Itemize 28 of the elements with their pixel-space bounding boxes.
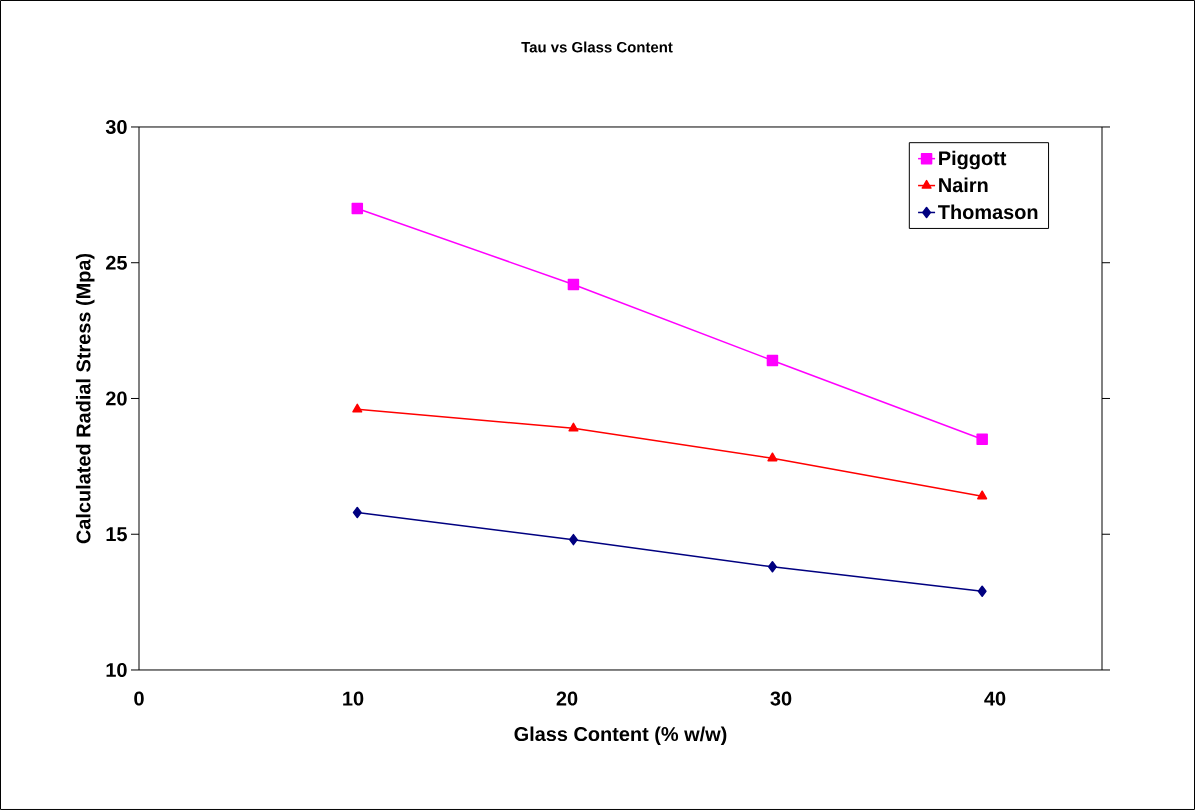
legend-label: Nairn bbox=[939, 177, 988, 193]
point bbox=[767, 561, 777, 573]
x-tick-label: 40 bbox=[984, 691, 1006, 706]
y-tick-label: 30 bbox=[105, 119, 127, 135]
point bbox=[568, 533, 578, 546]
point bbox=[352, 403, 363, 413]
point bbox=[766, 354, 779, 367]
point bbox=[568, 422, 579, 432]
point bbox=[352, 506, 362, 519]
point bbox=[767, 452, 778, 462]
y-tick-label: 10 bbox=[106, 662, 127, 678]
point bbox=[351, 202, 364, 215]
y-tick-label: 20 bbox=[106, 391, 127, 406]
chart-title: Tau vs Glass Content bbox=[521, 41, 673, 53]
y-tick-label: 15 bbox=[106, 527, 127, 542]
x-tick-label: 30 bbox=[770, 691, 792, 706]
x-tick-label: 10 bbox=[343, 691, 364, 706]
x-tick-label: 0 bbox=[134, 691, 144, 706]
point bbox=[977, 585, 987, 597]
x-tick-label: 20 bbox=[556, 691, 578, 706]
point bbox=[567, 278, 580, 291]
y-axis-title: Calculated Radial Stress (Mpa) bbox=[75, 253, 95, 544]
point bbox=[977, 490, 988, 500]
y-tick-label: 25 bbox=[106, 255, 127, 270]
point bbox=[976, 433, 988, 445]
legend-label: Piggott bbox=[939, 150, 1007, 170]
x-axis-title: Glass Content (% w/w) bbox=[514, 726, 727, 746]
legend-label: Thomason bbox=[938, 204, 1038, 220]
